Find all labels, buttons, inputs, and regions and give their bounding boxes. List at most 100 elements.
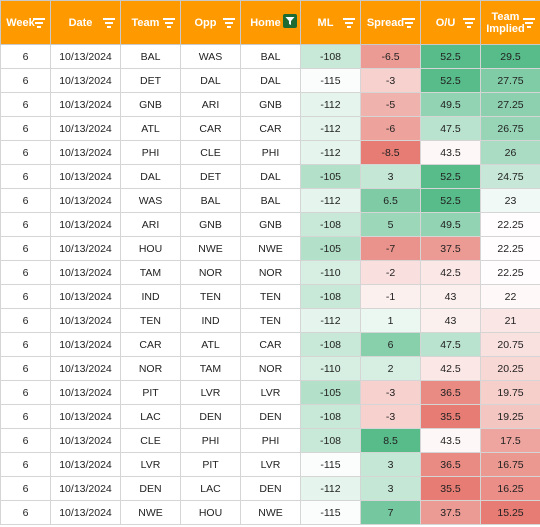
- table-row[interactable]: 6 10/13/2024 GNB ARI GNB -112 -5 49.5 27.25: [0, 92, 540, 117]
- cell-team[interactable]: TEN: [120, 308, 181, 333]
- cell-ou[interactable]: 42.5: [420, 356, 481, 381]
- cell-date[interactable]: 10/13/2024: [50, 140, 121, 165]
- cell-home[interactable]: NOR: [240, 260, 301, 285]
- cell-week[interactable]: 6: [0, 260, 51, 285]
- cell-ou[interactable]: 47.5: [420, 332, 481, 357]
- table-row[interactable]: 6 10/13/2024 ARI GNB GNB -108 5 49.5 22.25: [0, 212, 540, 237]
- cell-team[interactable]: DEN: [120, 476, 181, 501]
- cell-ou[interactable]: 49.5: [420, 92, 481, 117]
- cell-date[interactable]: 10/13/2024: [50, 308, 121, 333]
- cell-date[interactable]: 10/13/2024: [50, 44, 121, 69]
- cell-implied[interactable]: 27.75: [480, 68, 540, 93]
- cell-spread[interactable]: -6: [360, 116, 421, 141]
- cell-opp[interactable]: CAR: [180, 116, 241, 141]
- cell-opp[interactable]: ARI: [180, 92, 241, 117]
- table-row[interactable]: 6 10/13/2024 DET DAL DAL -115 -3 52.5 27.75: [0, 68, 540, 93]
- cell-ml[interactable]: -110: [300, 356, 361, 381]
- cell-spread[interactable]: -3: [360, 68, 421, 93]
- cell-ou[interactable]: 47.5: [420, 116, 481, 141]
- filter-icon[interactable]: [103, 17, 115, 28]
- cell-team[interactable]: DET: [120, 68, 181, 93]
- cell-date[interactable]: 10/13/2024: [50, 500, 121, 525]
- cell-team[interactable]: PIT: [120, 380, 181, 405]
- filter-icon[interactable]: [523, 17, 535, 28]
- cell-date[interactable]: 10/13/2024: [50, 116, 121, 141]
- cell-ml[interactable]: -105: [300, 164, 361, 189]
- cell-home[interactable]: TEN: [240, 284, 301, 309]
- cell-opp[interactable]: LAC: [180, 476, 241, 501]
- cell-implied[interactable]: 16.25: [480, 476, 540, 501]
- cell-home[interactable]: CAR: [240, 332, 301, 357]
- cell-home[interactable]: DAL: [240, 164, 301, 189]
- cell-ml[interactable]: -110: [300, 260, 361, 285]
- cell-ml[interactable]: -108: [300, 428, 361, 453]
- cell-home[interactable]: NWE: [240, 236, 301, 261]
- table-row[interactable]: 6 10/13/2024 IND TEN TEN -108 -1 43 22: [0, 284, 540, 309]
- cell-opp[interactable]: PHI: [180, 428, 241, 453]
- table-row[interactable]: 6 10/13/2024 TEN IND TEN -112 1 43 21: [0, 308, 540, 333]
- cell-week[interactable]: 6: [0, 356, 51, 381]
- filter-icon[interactable]: [223, 17, 235, 28]
- cell-team[interactable]: TAM: [120, 260, 181, 285]
- cell-spread[interactable]: 5: [360, 212, 421, 237]
- cell-ml[interactable]: -105: [300, 236, 361, 261]
- cell-opp[interactable]: HOU: [180, 500, 241, 525]
- cell-implied[interactable]: 29.5: [480, 44, 540, 69]
- cell-ml[interactable]: -108: [300, 284, 361, 309]
- cell-date[interactable]: 10/13/2024: [50, 356, 121, 381]
- cell-week[interactable]: 6: [0, 236, 51, 261]
- cell-home[interactable]: BAL: [240, 188, 301, 213]
- cell-implied[interactable]: 20.25: [480, 356, 540, 381]
- cell-implied[interactable]: 22: [480, 284, 540, 309]
- cell-date[interactable]: 10/13/2024: [50, 380, 121, 405]
- cell-opp[interactable]: DET: [180, 164, 241, 189]
- cell-week[interactable]: 6: [0, 188, 51, 213]
- cell-spread[interactable]: -2: [360, 260, 421, 285]
- cell-ou[interactable]: 42.5: [420, 260, 481, 285]
- cell-spread[interactable]: -8.5: [360, 140, 421, 165]
- cell-home[interactable]: GNB: [240, 212, 301, 237]
- filter-icon[interactable]: [33, 17, 45, 28]
- table-row[interactable]: 6 10/13/2024 TAM NOR NOR -110 -2 42.5 22.25: [0, 260, 540, 285]
- cell-ml[interactable]: -112: [300, 140, 361, 165]
- table-row[interactable]: 6 10/13/2024 WAS BAL BAL -112 6.5 52.5 23: [0, 188, 540, 213]
- cell-ou[interactable]: 52.5: [420, 44, 481, 69]
- cell-week[interactable]: 6: [0, 404, 51, 429]
- cell-date[interactable]: 10/13/2024: [50, 284, 121, 309]
- cell-date[interactable]: 10/13/2024: [50, 188, 121, 213]
- cell-implied[interactable]: 27.25: [480, 92, 540, 117]
- cell-implied[interactable]: 23: [480, 188, 540, 213]
- header-date[interactable]: Date: [50, 0, 121, 45]
- header-home[interactable]: Home: [240, 0, 301, 45]
- cell-implied[interactable]: 22.25: [480, 260, 540, 285]
- cell-spread[interactable]: 3: [360, 452, 421, 477]
- cell-ou[interactable]: 37.5: [420, 500, 481, 525]
- cell-opp[interactable]: BAL: [180, 188, 241, 213]
- cell-spread[interactable]: 1: [360, 308, 421, 333]
- cell-date[interactable]: 10/13/2024: [50, 236, 121, 261]
- header-opp[interactable]: Opp: [180, 0, 241, 45]
- cell-date[interactable]: 10/13/2024: [50, 212, 121, 237]
- cell-home[interactable]: LVR: [240, 452, 301, 477]
- cell-date[interactable]: 10/13/2024: [50, 452, 121, 477]
- cell-team[interactable]: ATL: [120, 116, 181, 141]
- cell-opp[interactable]: WAS: [180, 44, 241, 69]
- cell-date[interactable]: 10/13/2024: [50, 68, 121, 93]
- cell-date[interactable]: 10/13/2024: [50, 476, 121, 501]
- cell-spread[interactable]: 2: [360, 356, 421, 381]
- cell-home[interactable]: DEN: [240, 476, 301, 501]
- cell-week[interactable]: 6: [0, 284, 51, 309]
- cell-opp[interactable]: PIT: [180, 452, 241, 477]
- cell-week[interactable]: 6: [0, 476, 51, 501]
- cell-ml[interactable]: -112: [300, 476, 361, 501]
- cell-team[interactable]: PHI: [120, 140, 181, 165]
- cell-opp[interactable]: DAL: [180, 68, 241, 93]
- cell-spread[interactable]: 6: [360, 332, 421, 357]
- cell-opp[interactable]: TEN: [180, 284, 241, 309]
- cell-date[interactable]: 10/13/2024: [50, 260, 121, 285]
- cell-week[interactable]: 6: [0, 140, 51, 165]
- cell-team[interactable]: NWE: [120, 500, 181, 525]
- cell-implied[interactable]: 24.75: [480, 164, 540, 189]
- cell-team[interactable]: DAL: [120, 164, 181, 189]
- cell-ml[interactable]: -108: [300, 332, 361, 357]
